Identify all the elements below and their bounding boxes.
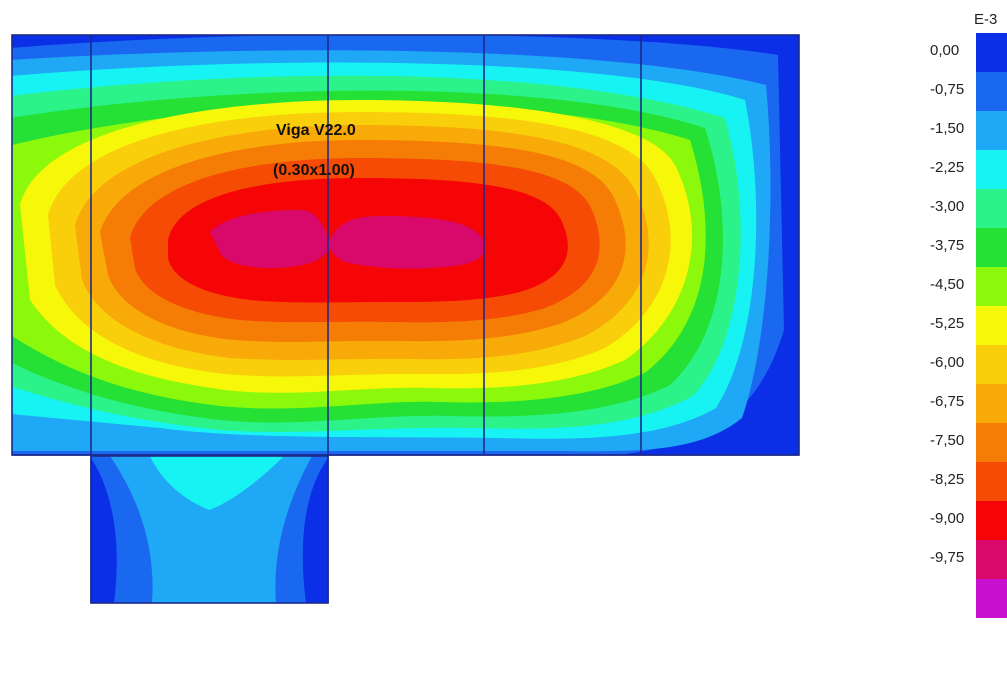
legend-swatch xyxy=(976,228,1007,267)
legend-tick-label: -6,75 xyxy=(930,393,965,410)
legend-swatch xyxy=(976,72,1007,111)
legend-tick-label: -2,25 xyxy=(930,159,965,176)
color-legend: E-3 0,00 -0,75 -1,50 -2,25 -3,00 -3,75 -4,50 -5… xyxy=(900,0,1007,698)
beam-label-name: Viga V22.0 xyxy=(276,122,356,139)
legend-tick-label: -5,25 xyxy=(930,315,965,332)
legend-tick-label: -6,00 xyxy=(930,354,965,371)
lower-slab-contours xyxy=(91,456,328,603)
lower-band-0-left xyxy=(91,458,117,603)
legend-swatch xyxy=(976,540,1007,579)
legend-tick-label: -3,00 xyxy=(930,198,965,215)
legend-tick-label: -8,25 xyxy=(930,471,965,488)
legend-swatch xyxy=(976,111,1007,150)
legend-swatch xyxy=(976,345,1007,384)
legend-swatch xyxy=(976,384,1007,423)
legend-swatch xyxy=(976,33,1007,72)
legend-tick-label: -9,75 xyxy=(930,549,965,566)
legend-swatch xyxy=(976,267,1007,306)
lower-band-2 xyxy=(110,456,312,603)
legend-swatch xyxy=(976,423,1007,462)
legend-tick-label: -7,50 xyxy=(930,432,965,449)
legend-tick-label: -0,75 xyxy=(930,81,965,98)
legend-swatch xyxy=(976,501,1007,540)
legend-tick-label: -4,50 xyxy=(930,276,965,293)
contour-band-13 xyxy=(210,210,485,269)
legend-exponent: E-3 xyxy=(974,11,998,28)
beam-label-size: (0.30x1.00) xyxy=(273,162,355,179)
contour-plot xyxy=(11,34,800,604)
legend-tick-label: 0,00 xyxy=(930,42,960,59)
main-slab-contours xyxy=(12,35,799,455)
legend-tick-label: -9,00 xyxy=(930,510,965,527)
legend-swatch xyxy=(976,579,1007,618)
legend-tick-label: -3,75 xyxy=(930,237,965,254)
lower-band-3 xyxy=(150,456,284,510)
legend-swatch xyxy=(976,462,1007,501)
legend-tick-label: -1,50 xyxy=(930,120,965,137)
legend-swatch xyxy=(976,189,1007,228)
legend-swatch xyxy=(976,150,1007,189)
legend-swatch xyxy=(976,306,1007,345)
mesh-lines xyxy=(11,34,800,604)
lower-band-0-right xyxy=(302,458,328,603)
